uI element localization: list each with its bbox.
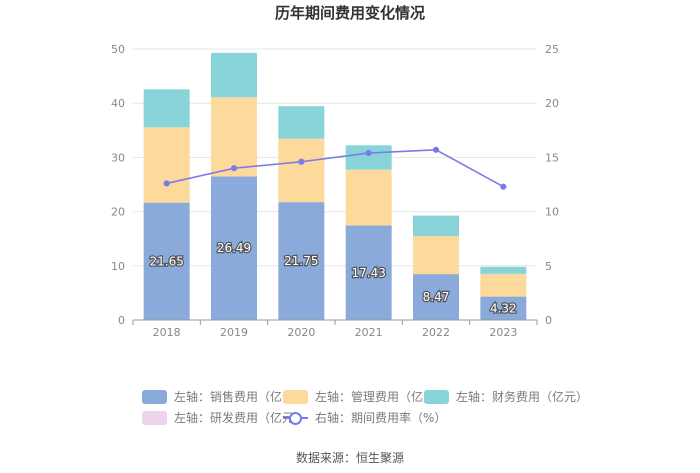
bar-segment bbox=[278, 138, 325, 203]
bar-data-label: 4.32 bbox=[490, 301, 517, 315]
rate-point bbox=[230, 165, 238, 172]
bar-segment bbox=[211, 176, 257, 320]
rate-point bbox=[432, 146, 440, 153]
y-right-tick-label: 15 bbox=[545, 151, 559, 164]
rate-point bbox=[500, 183, 507, 190]
bar-segment bbox=[143, 202, 190, 320]
y-right-tick-label: 5 bbox=[545, 260, 552, 273]
y-left-tick-label: 20 bbox=[111, 206, 125, 219]
data-source: 数据来源：恒生聚源 bbox=[295, 451, 404, 465]
x-tick-label: 2022 bbox=[422, 326, 450, 339]
x-tick-label: 2018 bbox=[153, 326, 181, 339]
bar-segment bbox=[413, 274, 459, 320]
rate-point bbox=[365, 149, 372, 157]
y-right-tick-label: 25 bbox=[545, 43, 559, 56]
bar-segment bbox=[480, 266, 527, 274]
x-tick-label: 2023 bbox=[489, 326, 517, 339]
bar-segment bbox=[278, 106, 325, 139]
bar-segment bbox=[143, 127, 190, 203]
y-left-tick-label: 40 bbox=[111, 97, 125, 110]
rate-line bbox=[166, 149, 504, 188]
bar-segment bbox=[413, 215, 459, 237]
bar-data-label: 26.49 bbox=[217, 241, 251, 255]
bar-data-label: 8.47 bbox=[423, 290, 450, 304]
y-left-tick-label: 30 bbox=[111, 151, 125, 164]
bar-data-label: 21.65 bbox=[149, 254, 183, 268]
y-left-tick-label: 0 bbox=[118, 314, 125, 327]
x-tick-label: 2020 bbox=[287, 326, 315, 339]
bar-segment bbox=[345, 225, 392, 320]
bar-segment bbox=[211, 52, 257, 98]
bar-data-label: 17.43 bbox=[351, 266, 385, 280]
chart-title: 历年期间费用变化情况 bbox=[274, 4, 425, 22]
y-right-tick-label: 10 bbox=[545, 206, 559, 219]
bar-segment bbox=[345, 169, 392, 226]
bar-segment bbox=[211, 97, 257, 177]
x-tick-label: 2021 bbox=[355, 326, 383, 339]
bar-segment bbox=[278, 202, 325, 320]
y-left-tick-label: 50 bbox=[111, 43, 125, 56]
rate-point bbox=[163, 180, 170, 187]
bar-segment bbox=[480, 273, 527, 297]
bar-segment bbox=[413, 236, 459, 275]
y-right-tick-label: 20 bbox=[545, 97, 559, 110]
bar-segment bbox=[143, 89, 190, 128]
y-right-tick-label: 0 bbox=[545, 314, 552, 327]
bar-data-label: 21.75 bbox=[284, 254, 318, 268]
x-tick-label: 2019 bbox=[220, 326, 248, 339]
rate-point bbox=[298, 158, 305, 165]
bar-segment bbox=[480, 296, 527, 320]
y-left-tick-label: 10 bbox=[111, 260, 125, 273]
bar-segment bbox=[345, 145, 392, 170]
